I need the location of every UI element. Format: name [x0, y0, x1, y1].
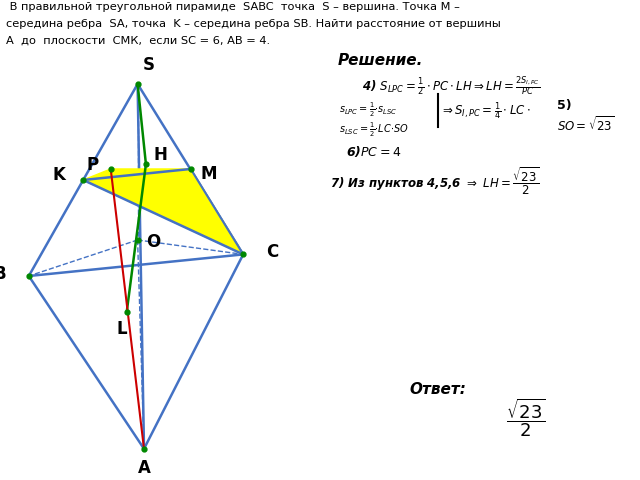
Text: H: H — [153, 145, 167, 164]
Text: $s_{LSC}=\frac{1}{2}{\cdot}LC{\cdot}SO$: $s_{LSC}=\frac{1}{2}{\cdot}LC{\cdot}SO$ — [339, 121, 409, 139]
Text: C: C — [266, 243, 278, 261]
Text: S: S — [143, 56, 155, 74]
Text: $\Rightarrow S_{I,PC} = \frac{1}{4} \cdot LC \cdot$: $\Rightarrow S_{I,PC} = \frac{1}{4} \cdo… — [440, 101, 531, 122]
Text: $\dfrac{\sqrt{23}}{2}$: $\dfrac{\sqrt{23}}{2}$ — [506, 396, 545, 439]
Text: L: L — [116, 320, 127, 338]
Text: $SO = \sqrt{23}$: $SO = \sqrt{23}$ — [557, 115, 614, 134]
Text: M: M — [200, 165, 217, 183]
Text: A: A — [138, 459, 150, 477]
Text: A  до  плоскости  СМК,  если SC = 6, AB = 4.: A до плоскости СМК, если SC = 6, AB = 4. — [6, 36, 271, 46]
Text: O: O — [147, 233, 161, 252]
Text: 7) Из пунктов 4,5,6 $\Rightarrow$ $LH = \dfrac{\sqrt{23}}{2}$: 7) Из пунктов 4,5,6 $\Rightarrow$ $LH = … — [330, 166, 539, 197]
Text: Ответ:: Ответ: — [410, 382, 467, 396]
Text: 6)$PC=4$: 6)$PC=4$ — [346, 144, 401, 159]
Text: B: B — [0, 264, 6, 283]
Text: K: K — [52, 166, 65, 184]
Polygon shape — [83, 169, 243, 254]
Text: В правильной треугольной пирамиде  SABC  точка  S – вершина. Точка М –: В правильной треугольной пирамиде SABC т… — [6, 2, 460, 12]
Text: Решение.: Решение. — [338, 53, 424, 68]
Text: середина ребра  SA, точка  K – середина ребра SB. Найти расстояние от вершины: середина ребра SA, точка K – середина ре… — [6, 19, 501, 29]
Text: P: P — [87, 156, 99, 174]
Text: 4) $S_{LPC} = \frac{1}{2} \cdot PC \cdot LH \Rightarrow LH = \frac{2S_{l,PC}}{PC: 4) $S_{LPC} = \frac{1}{2} \cdot PC \cdot… — [362, 74, 540, 98]
Text: $s_{LPC}=\frac{1}{2}{\cdot}s_{LSC}$: $s_{LPC}=\frac{1}{2}{\cdot}s_{LSC}$ — [339, 101, 398, 119]
Text: 5): 5) — [557, 99, 572, 112]
